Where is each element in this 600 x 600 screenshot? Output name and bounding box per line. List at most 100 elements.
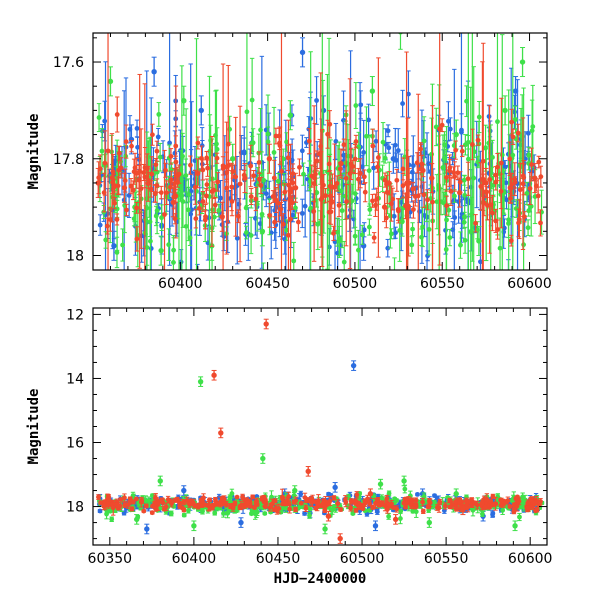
data-point: [258, 127, 263, 133]
data-point: [188, 211, 194, 217]
data-point: [158, 190, 164, 196]
data-point: [299, 210, 305, 216]
data-point: [353, 103, 359, 108]
data-point: [211, 187, 217, 193]
data-point: [388, 231, 394, 237]
data-point: [193, 216, 199, 221]
data-point: [525, 225, 531, 231]
data-point: [172, 216, 178, 222]
data-point: [243, 230, 249, 235]
data-point: [134, 170, 140, 176]
data-point: [121, 185, 128, 191]
data-point: [432, 493, 437, 499]
x-tick-label: 60450: [245, 276, 290, 292]
data-point: [425, 197, 430, 203]
data-point: [472, 149, 477, 155]
data-point: [521, 242, 527, 248]
data-point: [395, 148, 401, 153]
data-point: [357, 170, 363, 176]
data-point: [452, 193, 457, 199]
data-point: [502, 164, 508, 170]
data-point: [402, 486, 408, 492]
data-point: [398, 33, 403, 35]
data-point: [391, 213, 397, 219]
data-point: [341, 117, 346, 123]
data-point: [248, 163, 254, 169]
data-point: [481, 200, 487, 206]
data-point: [448, 188, 454, 194]
data-point: [400, 166, 406, 172]
data-point: [516, 220, 521, 226]
data-point: [490, 512, 495, 517]
data-point: [519, 59, 526, 65]
data-point: [444, 217, 449, 223]
data-point: [290, 180, 296, 186]
data-point: [142, 174, 148, 180]
data-point: [273, 197, 279, 203]
data-point: [445, 118, 451, 124]
data-point: [320, 107, 327, 114]
data-point: [241, 150, 247, 156]
data-point: [297, 164, 302, 170]
data-point: [409, 169, 415, 175]
data-point: [168, 153, 174, 159]
data-point: [410, 186, 416, 192]
data-point: [526, 152, 532, 158]
data-point: [386, 145, 392, 151]
data-point: [366, 117, 371, 123]
data-point: [459, 148, 465, 154]
data-point: [406, 180, 412, 186]
data-point: [215, 179, 221, 185]
data-point: [219, 214, 225, 220]
data-point: [495, 227, 500, 232]
data-point: [149, 171, 155, 177]
data-point: [325, 131, 331, 137]
data-point: [526, 208, 532, 214]
data-point: [131, 216, 137, 222]
data-point: [539, 209, 544, 215]
data-point: [327, 121, 333, 127]
data-point: [528, 203, 534, 209]
data-point: [529, 162, 534, 167]
y-axis-label: Magnitude: [26, 114, 42, 190]
data-point: [118, 165, 124, 171]
data-point: [270, 194, 276, 199]
data-point: [128, 183, 134, 189]
data-point: [124, 207, 129, 213]
data-point: [385, 128, 391, 134]
data-point: [373, 138, 379, 144]
data-point: [421, 138, 427, 144]
data-point: [181, 98, 187, 104]
data-point: [502, 107, 508, 114]
data-point: [291, 258, 297, 264]
data-point: [426, 227, 432, 232]
data-point: [116, 150, 122, 156]
data-point: [114, 250, 120, 255]
data-point: [156, 112, 162, 117]
data-point: [484, 203, 490, 208]
data-point: [538, 220, 543, 226]
data-point: [266, 156, 273, 162]
data-point: [134, 236, 140, 242]
data-point: [123, 139, 129, 144]
data-point: [478, 184, 484, 189]
data-point: [520, 173, 526, 179]
data-point: [284, 139, 290, 145]
data-point: [398, 508, 404, 514]
data-point: [507, 156, 513, 162]
data-point: [390, 196, 396, 202]
data-point: [513, 206, 519, 211]
data-point: [421, 494, 427, 499]
data-point: [214, 155, 220, 161]
data-point: [439, 122, 445, 128]
data-point: [200, 167, 206, 173]
data-point: [411, 207, 416, 212]
data-point: [375, 155, 381, 160]
data-point: [358, 102, 364, 108]
data-point: [144, 165, 150, 172]
data-point: [302, 203, 308, 209]
data-point: [529, 128, 535, 134]
data-point: [244, 109, 250, 115]
data-point: [461, 177, 467, 183]
